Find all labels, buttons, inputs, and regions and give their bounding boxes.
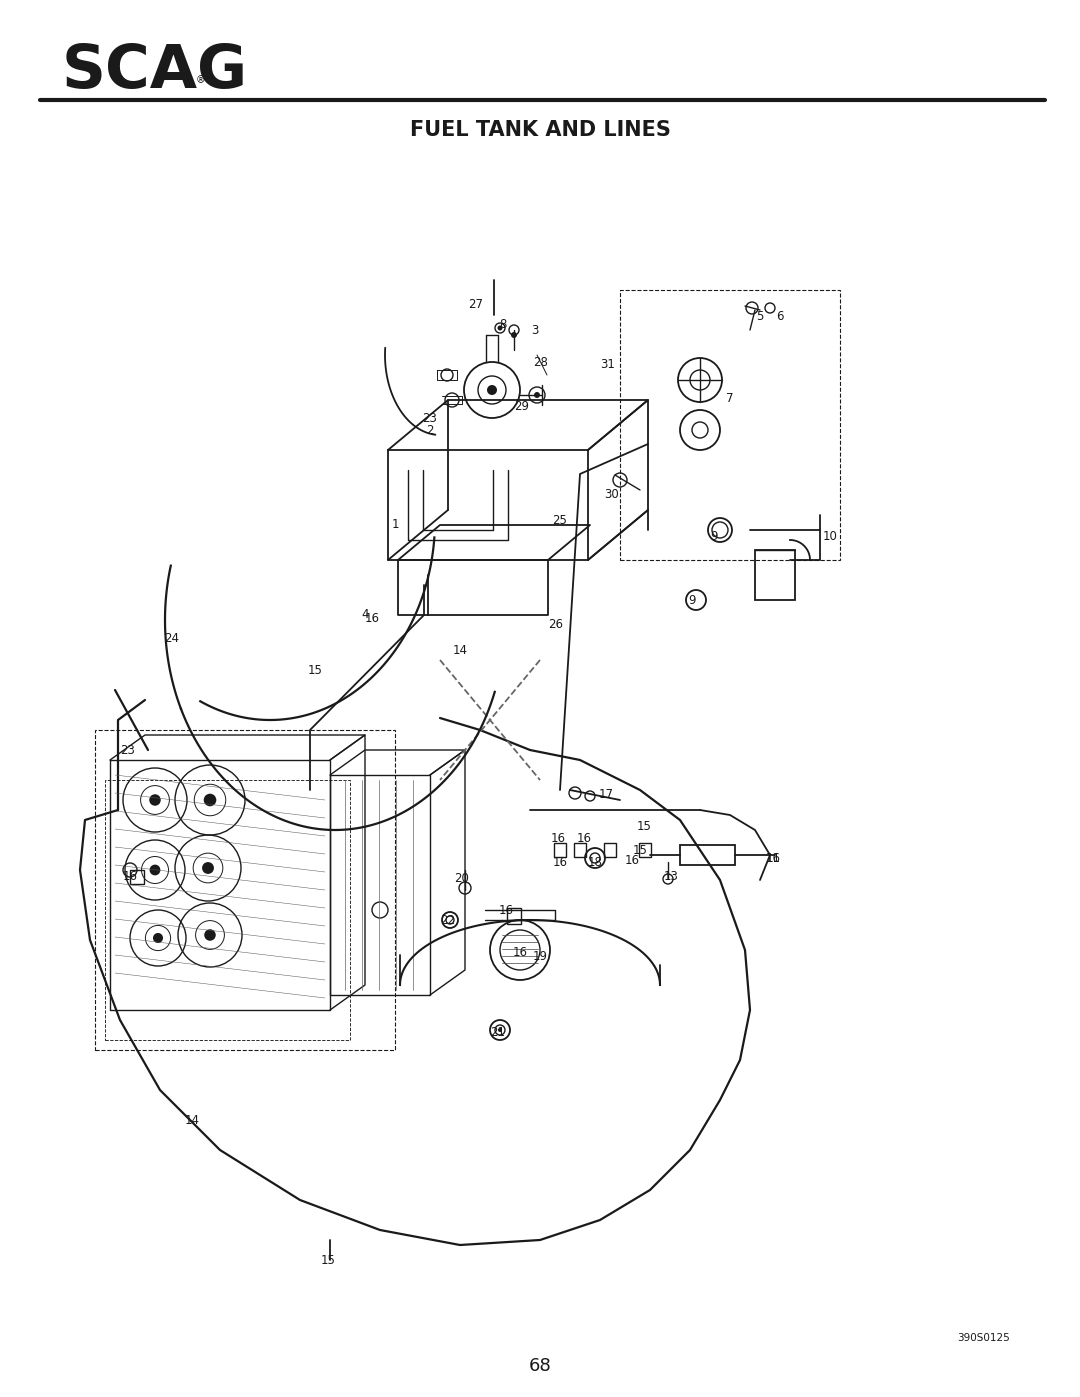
Text: 68: 68 bbox=[528, 1356, 552, 1375]
Text: 28: 28 bbox=[534, 356, 549, 369]
Text: 4: 4 bbox=[361, 609, 368, 622]
Text: 16: 16 bbox=[577, 831, 592, 845]
Bar bbox=[755, 550, 795, 599]
Text: 13: 13 bbox=[663, 869, 678, 883]
Bar bbox=[554, 842, 566, 856]
Text: 15: 15 bbox=[633, 844, 647, 856]
Bar bbox=[639, 842, 651, 856]
Text: 15: 15 bbox=[321, 1253, 336, 1267]
Bar bbox=[507, 908, 521, 923]
Bar bbox=[130, 870, 144, 884]
Text: 1: 1 bbox=[391, 518, 399, 531]
Text: 21: 21 bbox=[490, 1025, 505, 1038]
Circle shape bbox=[149, 795, 161, 806]
Text: 16: 16 bbox=[624, 854, 639, 866]
Bar bbox=[680, 845, 735, 865]
Text: 22: 22 bbox=[441, 914, 456, 926]
Text: 15: 15 bbox=[308, 664, 323, 676]
Text: 26: 26 bbox=[549, 619, 564, 631]
Text: 30: 30 bbox=[605, 489, 619, 502]
Text: 17: 17 bbox=[598, 788, 613, 802]
Text: 16: 16 bbox=[766, 852, 781, 865]
Text: 16: 16 bbox=[122, 869, 137, 883]
Text: 16: 16 bbox=[365, 612, 379, 624]
Circle shape bbox=[511, 332, 517, 338]
Text: 15: 15 bbox=[636, 820, 651, 833]
Bar bbox=[604, 842, 616, 856]
Text: 16: 16 bbox=[553, 855, 567, 869]
Text: 16: 16 bbox=[551, 831, 566, 845]
Text: SCAG: SCAG bbox=[62, 42, 248, 101]
Text: 5: 5 bbox=[756, 310, 764, 323]
Text: 2: 2 bbox=[427, 423, 434, 436]
Text: 27: 27 bbox=[469, 299, 484, 312]
Circle shape bbox=[153, 933, 163, 943]
Text: ®: ® bbox=[195, 75, 206, 85]
Text: 24: 24 bbox=[164, 631, 179, 644]
Text: 20: 20 bbox=[455, 872, 470, 884]
Text: 18: 18 bbox=[588, 855, 603, 869]
Text: 19: 19 bbox=[532, 950, 548, 963]
Text: 14: 14 bbox=[453, 644, 468, 657]
Text: 29: 29 bbox=[514, 401, 529, 414]
Text: 3: 3 bbox=[531, 324, 539, 337]
Circle shape bbox=[204, 793, 216, 806]
Text: 7: 7 bbox=[726, 391, 733, 405]
Circle shape bbox=[534, 393, 540, 398]
Text: 23: 23 bbox=[121, 743, 135, 757]
Text: 31: 31 bbox=[600, 359, 616, 372]
Circle shape bbox=[202, 862, 214, 875]
Bar bbox=[573, 842, 586, 856]
Circle shape bbox=[498, 326, 502, 331]
Circle shape bbox=[487, 386, 497, 395]
Text: 8: 8 bbox=[499, 319, 507, 331]
Text: 14: 14 bbox=[185, 1113, 200, 1126]
Text: 23: 23 bbox=[422, 412, 437, 425]
Text: FUEL TANK AND LINES: FUEL TANK AND LINES bbox=[409, 120, 671, 140]
Circle shape bbox=[150, 865, 161, 876]
Circle shape bbox=[204, 929, 216, 940]
Text: 16: 16 bbox=[513, 946, 527, 958]
Text: 6: 6 bbox=[777, 310, 784, 323]
Text: 9: 9 bbox=[688, 594, 696, 606]
Text: 10: 10 bbox=[823, 531, 837, 543]
Text: 9: 9 bbox=[711, 529, 718, 542]
Text: 16: 16 bbox=[499, 904, 513, 916]
Text: 11: 11 bbox=[766, 852, 781, 865]
Text: 390S0125: 390S0125 bbox=[957, 1333, 1010, 1343]
Circle shape bbox=[498, 1028, 502, 1032]
Text: 25: 25 bbox=[553, 514, 567, 527]
